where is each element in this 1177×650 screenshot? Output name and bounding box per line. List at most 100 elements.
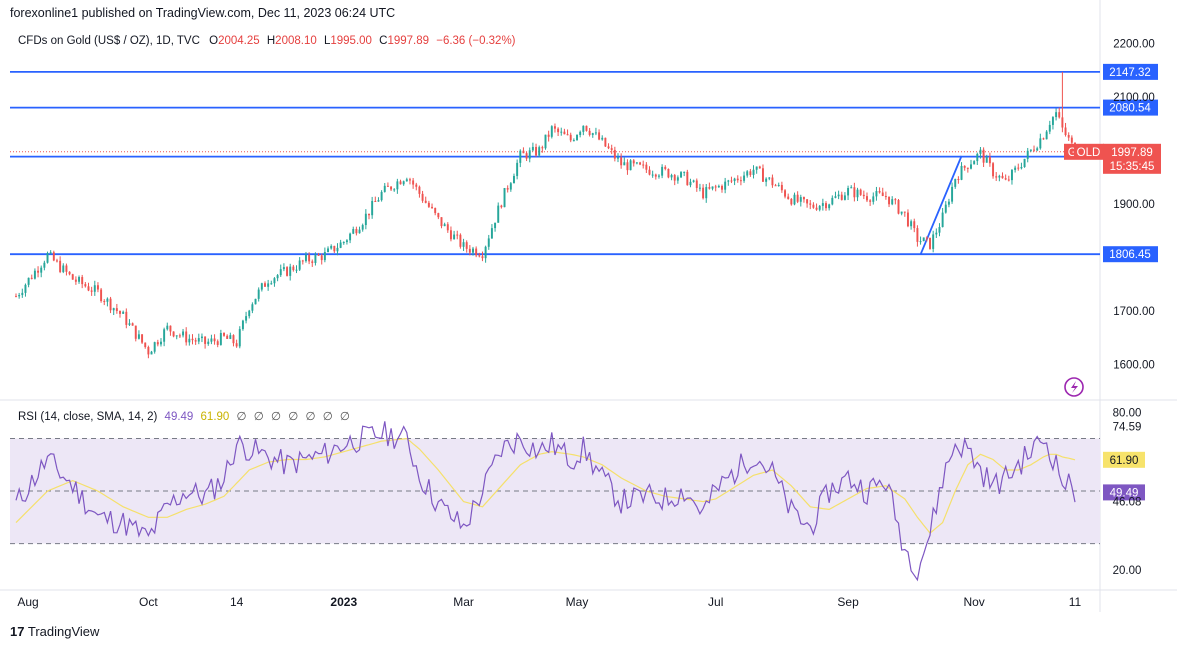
candle-body	[620, 157, 623, 166]
candle-body	[853, 187, 856, 198]
candle-body	[465, 242, 468, 249]
candle-body	[424, 200, 427, 203]
candle-body	[497, 205, 500, 223]
candle-body	[541, 147, 544, 149]
candle-body	[566, 134, 569, 136]
candle-body	[843, 195, 846, 200]
alert-icon-bolt	[1071, 381, 1078, 393]
candle-body	[330, 245, 333, 249]
rsi-value: 49.49	[164, 411, 194, 423]
candle-body	[680, 172, 683, 178]
candle-body	[828, 204, 831, 209]
alert-icon[interactable]	[1064, 377, 1084, 397]
candle-body	[960, 165, 963, 180]
candle-body	[282, 267, 285, 270]
na-mark: ∅	[253, 411, 264, 423]
candle-body	[831, 197, 834, 205]
candle-body	[935, 232, 938, 235]
candle-body	[692, 180, 695, 182]
candle-body	[695, 180, 698, 189]
candle-body	[837, 194, 840, 197]
candle-body	[106, 298, 109, 302]
candle-body	[642, 164, 645, 166]
candle-body	[966, 167, 969, 169]
candle-body	[1017, 167, 1020, 169]
candle-body	[506, 188, 509, 190]
na-mark: ∅	[305, 411, 316, 423]
candle-body	[55, 260, 58, 262]
candle-body	[730, 180, 733, 182]
candle-body	[393, 189, 396, 191]
candle-body	[81, 277, 84, 285]
candle-body	[342, 242, 345, 244]
time-tick-label: Sep	[837, 595, 859, 609]
candle-body	[37, 270, 40, 273]
candle-body	[998, 175, 1001, 178]
candle-body	[891, 199, 894, 205]
rsi-tick-label: 74.59	[1113, 421, 1142, 433]
candle-body	[1039, 138, 1042, 149]
candle-body	[421, 193, 424, 201]
candle-body	[531, 146, 534, 151]
candle-body	[519, 150, 522, 163]
candle-body	[591, 133, 594, 135]
candle-body	[676, 177, 679, 181]
na-mark: ∅	[270, 411, 282, 423]
candle-body	[74, 279, 77, 282]
candle-body	[919, 241, 922, 243]
candle-body	[866, 196, 868, 201]
candle-body	[62, 265, 65, 272]
candle-body	[739, 180, 742, 182]
candle-body	[245, 316, 248, 321]
candle-body	[774, 185, 777, 187]
candle-body	[468, 248, 471, 253]
symbol-title: CFDs on Gold (US$ / OZ), 1D, TVC	[18, 35, 200, 47]
candle-body	[150, 351, 153, 355]
candle-body	[749, 171, 752, 175]
candle-body	[1074, 142, 1076, 157]
candle-body	[1010, 169, 1013, 181]
candle-body	[944, 204, 947, 213]
candle-body	[33, 270, 36, 279]
rsi-value-tag	[1103, 484, 1145, 501]
candle-body	[973, 161, 976, 165]
candle-body	[856, 189, 859, 198]
candle-body	[992, 163, 995, 177]
candle-body	[93, 285, 96, 292]
candle-body	[812, 204, 815, 208]
candle-body	[1007, 179, 1010, 181]
candle-body	[427, 202, 430, 207]
level-price-tag	[1103, 99, 1158, 116]
candle-body	[21, 292, 24, 296]
candle-body	[449, 230, 452, 240]
rsi-value-tag-label: 49.49	[1110, 487, 1139, 499]
candle-body	[598, 132, 601, 140]
candle-body	[1001, 175, 1004, 179]
time-tick-label: Nov	[963, 595, 984, 609]
candle-body	[15, 296, 17, 298]
candle-body	[59, 260, 62, 272]
candle-body	[304, 254, 307, 262]
candle-body	[412, 180, 415, 185]
candle-body	[733, 178, 736, 182]
candle-body	[125, 311, 128, 325]
na-mark: ∅	[288, 411, 299, 423]
candle-body	[954, 179, 957, 187]
na-mark: ∅	[236, 411, 247, 423]
candle-body	[327, 248, 330, 252]
candle-body	[462, 242, 465, 247]
candle-body	[645, 164, 648, 170]
na-mark: ∅	[339, 411, 350, 423]
candle-body	[1026, 150, 1029, 159]
candle-body	[528, 150, 531, 159]
candle-body	[1029, 149, 1032, 151]
symbol-tag	[1064, 143, 1104, 160]
candle-body	[594, 132, 597, 134]
candle-body	[267, 283, 270, 287]
candle-body	[500, 205, 503, 208]
candle-body	[396, 181, 399, 190]
candle-body	[490, 228, 493, 239]
candle-body	[49, 252, 52, 254]
candle-body	[200, 336, 203, 339]
